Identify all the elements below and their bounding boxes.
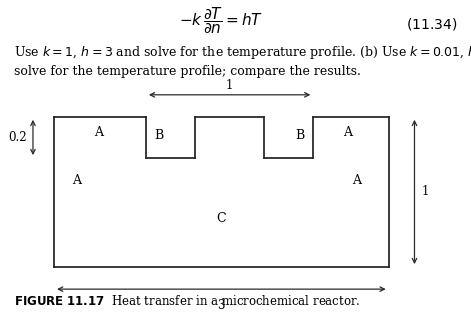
Text: 3: 3 <box>218 299 225 312</box>
Text: $\mathbf{FIGURE\ 11.17}$  Heat transfer in a microchemical reactor.: $\mathbf{FIGURE\ 11.17}$ Heat transfer i… <box>14 294 361 308</box>
Text: A: A <box>94 125 104 139</box>
Text: 1: 1 <box>422 185 429 198</box>
Text: A: A <box>352 173 361 187</box>
Text: $(11.34)$: $(11.34)$ <box>406 16 457 32</box>
Text: $-k\,\dfrac{\partial T}{\partial n} = hT$: $-k\,\dfrac{\partial T}{\partial n} = hT… <box>179 5 263 36</box>
Text: A: A <box>72 173 81 187</box>
Text: B: B <box>295 129 305 142</box>
Text: 1: 1 <box>226 79 233 93</box>
Text: A: A <box>343 125 352 139</box>
Text: 0.2: 0.2 <box>8 131 27 144</box>
Text: Use $k = 1$, $h = 3$ and solve for the temperature profile. (b) Use $k = 0.01$, : Use $k = 1$, $h = 3$ and solve for the t… <box>14 44 471 61</box>
Text: solve for the temperature profile; compare the results.: solve for the temperature profile; compa… <box>14 64 361 78</box>
Text: B: B <box>154 129 164 142</box>
Text: C: C <box>217 211 226 225</box>
